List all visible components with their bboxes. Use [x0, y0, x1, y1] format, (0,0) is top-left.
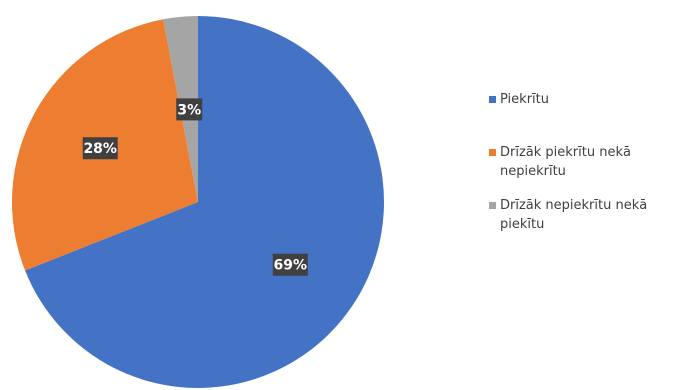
legend-label: Drīzāk nepiekrītu nekā piekītu: [500, 198, 648, 232]
legend-label: Piekrītu: [500, 92, 549, 107]
data-label: 28%: [83, 141, 117, 157]
data-label: 69%: [274, 258, 308, 274]
legend-swatch: [489, 202, 496, 209]
pie-slice: [25, 16, 384, 388]
legend-item-drizak-nepiekritu: Drīzāk nepiekrītu nekā piekītu: [489, 196, 694, 234]
pie-chart-plot: 69% 28% 3%: [11, 16, 384, 388]
legend-item-drizak-piekritu: Drīzāk piekrītu nekā nepiekrītu: [489, 143, 694, 181]
data-label: 3%: [177, 102, 201, 118]
data-label-background: [176, 98, 203, 121]
legend-item-piekritu: Piekrītu: [489, 90, 694, 109]
legend-label: Drīzāk piekrītu nekā nepiekrītu: [500, 145, 631, 179]
legend-swatch: [489, 96, 496, 103]
data-label-background: [82, 137, 118, 160]
chart-legend: Piekrītu Drīzāk piekrītu nekā nepiekrītu…: [489, 90, 694, 234]
data-label-background: [272, 253, 308, 276]
legend-swatch: [489, 149, 496, 156]
